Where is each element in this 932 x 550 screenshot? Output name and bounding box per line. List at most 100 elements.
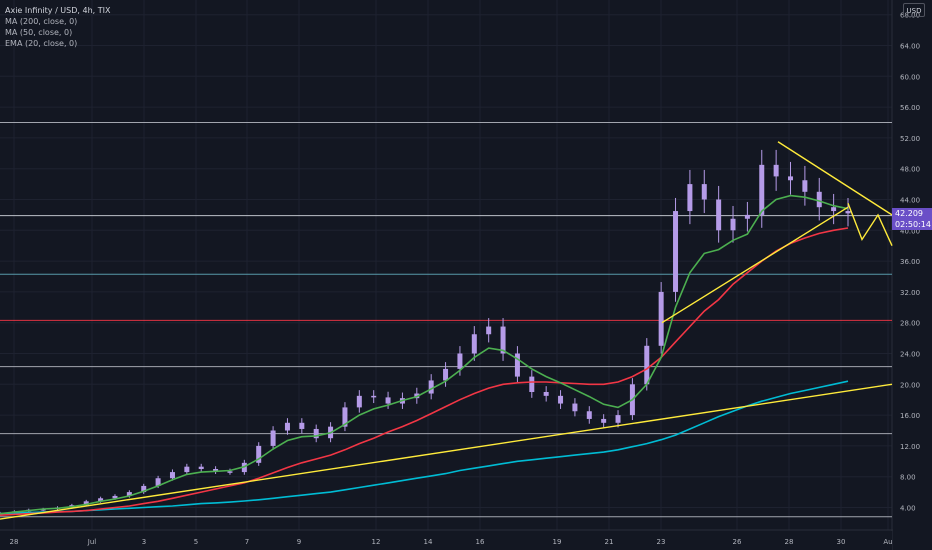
trendline-1 bbox=[661, 206, 849, 324]
candle-body-21 bbox=[299, 422, 305, 429]
candle-body-56 bbox=[802, 180, 808, 192]
candle-body-46 bbox=[658, 291, 664, 346]
y-tick-label-14: 60.00 bbox=[900, 73, 920, 81]
candle-body-31 bbox=[443, 368, 449, 381]
candle-body-50 bbox=[716, 199, 722, 231]
y-tick-label-12: 52.00 bbox=[900, 135, 920, 143]
x-tick-label-8: 16 bbox=[476, 538, 485, 546]
y-tick-label-11: 48.00 bbox=[900, 166, 920, 174]
y-tick-label-13: 56.00 bbox=[900, 104, 920, 112]
candle-body-19 bbox=[270, 430, 276, 446]
candle-body-30 bbox=[428, 380, 434, 394]
candle-body-15 bbox=[213, 469, 219, 472]
y-tick-label-9: 40.00 bbox=[900, 227, 920, 235]
candle-body-55 bbox=[788, 176, 794, 181]
x-tick-label-5: 9 bbox=[297, 538, 301, 546]
y-tick-label-4: 20.00 bbox=[900, 381, 920, 389]
y-tick-label-5: 24.00 bbox=[900, 351, 920, 359]
candle-body-58 bbox=[831, 207, 837, 212]
x-tick-label-3: 5 bbox=[194, 538, 198, 546]
candle-body-47 bbox=[673, 211, 679, 292]
candle-body-16 bbox=[227, 471, 233, 473]
candle-body-37 bbox=[529, 376, 535, 392]
x-tick-label-15: Au bbox=[883, 538, 892, 546]
candle-body-59 bbox=[845, 211, 851, 214]
candle-body-48 bbox=[687, 184, 693, 212]
candle-body-7 bbox=[98, 498, 104, 502]
x-tick-label-1: Jul bbox=[87, 538, 97, 546]
candle-body-36 bbox=[514, 353, 520, 377]
candle-body-39 bbox=[558, 395, 564, 404]
candle-body-8 bbox=[112, 495, 118, 499]
candle-body-35 bbox=[500, 326, 506, 354]
candle-body-41 bbox=[586, 411, 592, 419]
series-line-ema20 bbox=[0, 194, 849, 515]
y-tick-label-3: 16.00 bbox=[900, 412, 920, 420]
x-tick-label-13: 28 bbox=[785, 538, 794, 546]
candle-body-57 bbox=[816, 191, 822, 208]
candle-body-33 bbox=[471, 334, 477, 354]
y-tick-label-0: 4.00 bbox=[900, 505, 916, 513]
x-tick-label-14: 30 bbox=[837, 538, 846, 546]
last-price-value: 42.209 bbox=[895, 209, 923, 218]
x-tick-label-0: 28 bbox=[10, 538, 19, 546]
candle-body-38 bbox=[543, 392, 549, 396]
candle-body-51 bbox=[730, 218, 736, 231]
candle-body-32 bbox=[457, 353, 463, 369]
candle-body-40 bbox=[572, 403, 578, 412]
y-tick-label-15: 64.00 bbox=[900, 43, 920, 51]
x-tick-label-11: 23 bbox=[657, 538, 666, 546]
symbol-title: Axie Infinity / USD, 4h, TIX bbox=[5, 6, 111, 15]
candle-body-34 bbox=[486, 326, 492, 335]
currency-button[interactable]: USD bbox=[903, 3, 925, 17]
y-tick-label-6: 28.00 bbox=[900, 320, 920, 328]
candle-body-14 bbox=[198, 466, 204, 469]
last-price-badge: 42.209 02:50:14 bbox=[892, 208, 932, 230]
candle-body-10 bbox=[141, 485, 147, 493]
candle-body-18 bbox=[256, 445, 262, 463]
candle-body-43 bbox=[615, 415, 621, 423]
projection-path bbox=[847, 203, 893, 246]
trendline-0 bbox=[0, 383, 893, 520]
candle-body-53 bbox=[759, 164, 765, 215]
y-tick-label-7: 32.00 bbox=[900, 289, 920, 297]
candle-body-11 bbox=[155, 478, 161, 486]
x-tick-label-4: 7 bbox=[245, 538, 249, 546]
x-tick-label-6: 12 bbox=[372, 538, 381, 546]
y-tick-label-1: 8.00 bbox=[900, 474, 916, 482]
price-axis bbox=[893, 0, 932, 550]
candle-body-12 bbox=[169, 472, 175, 479]
candle-body-20 bbox=[284, 422, 290, 431]
candle-body-13 bbox=[184, 466, 190, 473]
x-tick-label-12: 26 bbox=[733, 538, 742, 546]
candle-body-26 bbox=[371, 395, 377, 398]
candle-body-6 bbox=[83, 501, 89, 506]
candle-body-54 bbox=[773, 164, 779, 177]
x-tick-label-2: 3 bbox=[142, 538, 146, 546]
chart-legend: Axie Infinity / USD, 4h, TIX MA (200, cl… bbox=[5, 5, 110, 49]
candle-body-24 bbox=[342, 407, 348, 427]
candle-body-45 bbox=[644, 345, 650, 385]
countdown-timer: 02:50:14 bbox=[895, 220, 931, 229]
trendline-2 bbox=[777, 141, 893, 216]
candle-body-27 bbox=[385, 397, 391, 404]
y-tick-label-10: 44.00 bbox=[900, 197, 920, 205]
x-tick-label-9: 19 bbox=[553, 538, 562, 546]
indicator-ma50[interactable]: MA (50, close, 0) bbox=[5, 28, 73, 37]
y-tick-label-2: 12.00 bbox=[900, 443, 920, 451]
y-tick-label-16: 68.00 bbox=[900, 12, 920, 20]
x-tick-label-10: 21 bbox=[605, 538, 614, 546]
indicator-ma200[interactable]: MA (200, close, 0) bbox=[5, 17, 78, 26]
y-tick-label-8: 36.00 bbox=[900, 258, 920, 266]
time-axis bbox=[0, 531, 892, 550]
candle-body-42 bbox=[601, 418, 607, 423]
indicator-ema20[interactable]: EMA (20, close, 0) bbox=[5, 39, 78, 48]
candle-body-22 bbox=[313, 428, 319, 439]
candle-body-9 bbox=[126, 492, 132, 496]
candle-body-49 bbox=[701, 184, 707, 200]
x-tick-label-7: 14 bbox=[424, 538, 433, 546]
series-line-ma50 bbox=[0, 227, 849, 516]
candle-body-52 bbox=[744, 214, 750, 219]
